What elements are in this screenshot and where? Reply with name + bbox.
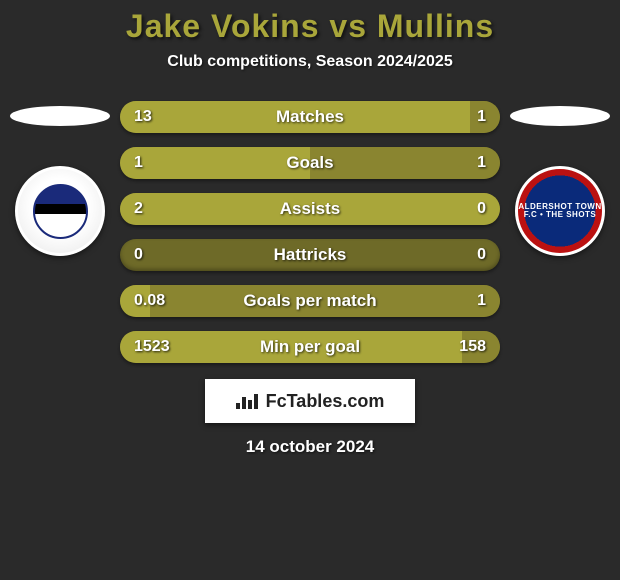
brand-box: FcTables.com — [205, 379, 415, 423]
right-side-column: ALDERSHOT TOWN F.C • THE SHOTS — [510, 101, 610, 256]
left-club-badge: EASTLEIGH F.C. — [15, 166, 105, 256]
right-club-badge: ALDERSHOT TOWN F.C • THE SHOTS — [515, 166, 605, 256]
stat-row: 1Goals1 — [120, 147, 500, 179]
brand-bars-icon — [236, 394, 258, 409]
stat-label: Goals — [120, 153, 500, 173]
right-badge-text: ALDERSHOT TOWN F.C • THE SHOTS — [518, 203, 602, 220]
stat-value-right: 1 — [477, 154, 486, 172]
left-side-column: EASTLEIGH F.C. — [10, 101, 110, 256]
right-oval-shadow — [510, 106, 610, 126]
stat-label: Hattricks — [120, 245, 500, 265]
brand-logo: FcTables.com — [236, 391, 385, 412]
subtitle: Club competitions, Season 2024/2025 — [0, 53, 620, 71]
page-title: Jake Vokins vs Mullins — [0, 0, 620, 45]
stat-value-right: 158 — [459, 338, 486, 356]
stats-column: 13Matches11Goals12Assists00Hattricks00.0… — [120, 101, 500, 363]
comparison-area: EASTLEIGH F.C. 13Matches11Goals12Assists… — [0, 101, 620, 363]
stat-label: Assists — [120, 199, 500, 219]
stat-value-right: 0 — [477, 246, 486, 264]
stat-label: Goals per match — [120, 291, 500, 311]
stat-label: Matches — [120, 107, 500, 127]
left-oval-shadow — [10, 106, 110, 126]
left-badge-text: EASTLEIGH F.C. — [33, 184, 88, 239]
stat-row: 0Hattricks0 — [120, 239, 500, 271]
stat-row: 1523Min per goal158 — [120, 331, 500, 363]
brand-text: FcTables.com — [266, 391, 385, 412]
stat-row: 13Matches1 — [120, 101, 500, 133]
date-line: 14 october 2024 — [0, 437, 620, 457]
stat-row: 2Assists0 — [120, 193, 500, 225]
stat-value-right: 1 — [477, 108, 486, 126]
stat-value-right: 0 — [477, 200, 486, 218]
stat-row: 0.08Goals per match1 — [120, 285, 500, 317]
stat-label: Min per goal — [120, 337, 500, 357]
stat-value-right: 1 — [477, 292, 486, 310]
